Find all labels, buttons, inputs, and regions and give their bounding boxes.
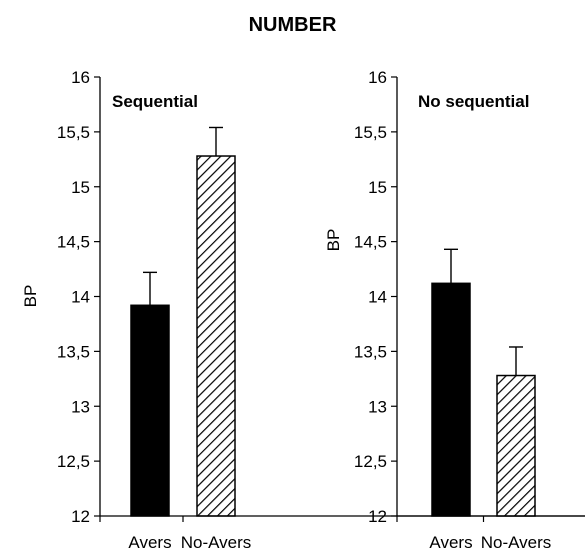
chart-panels: 12 12,5 13 13,5 14 14,5 15 15,5 16 Avers No-Avers S… [21,68,585,551]
figure-title: NUMBER [248,14,337,36]
bar-no-avers [196,155,236,517]
y-tick-label: 12,5 [57,452,90,471]
x-tick-label: Avers [429,533,472,551]
y-tick-label: 14 [368,288,387,307]
chart-panel-2: 12 12,5 13 13,5 14 14,5 15 15,5 16 Avers No-Avers N… [324,68,585,551]
y-tick-label: 13 [368,397,387,416]
bar-avers [130,304,170,517]
y-tick-label: 12 [368,507,387,526]
y-tick-label: 15 [71,178,90,197]
bar-no-avers [496,374,536,517]
y-axis-label: BP [324,229,343,252]
x-tick-label: No-Avers [181,533,252,551]
y-tick-label: 12,5 [354,452,387,471]
y-tick-label: 14 [71,288,90,307]
y-tick-label: 15,5 [57,123,90,142]
panel-title: Sequential [112,92,198,111]
panel-title: No sequential [418,92,529,111]
y-tick-label: 13,5 [57,342,90,361]
y-tick-label: 14,5 [57,233,90,252]
y-axis-label: BP [21,285,40,308]
y-tick-label: 13,5 [354,342,387,361]
y-tick-label: 15,5 [354,123,387,142]
bar-avers [431,282,471,517]
x-tick-label: Avers [128,533,171,551]
y-tick-label: 16 [71,68,90,87]
y-tick-label: 12 [71,507,90,526]
y-tick-label: 15 [368,178,387,197]
chart-panel-1: 12 12,5 13 13,5 14 14,5 15 15,5 16 Avers No-Avers S… [21,68,585,551]
x-tick-label: No-Avers [481,533,552,551]
y-tick-label: 14,5 [354,233,387,252]
y-tick-label: 16 [368,68,387,87]
y-tick-label: 13 [71,397,90,416]
